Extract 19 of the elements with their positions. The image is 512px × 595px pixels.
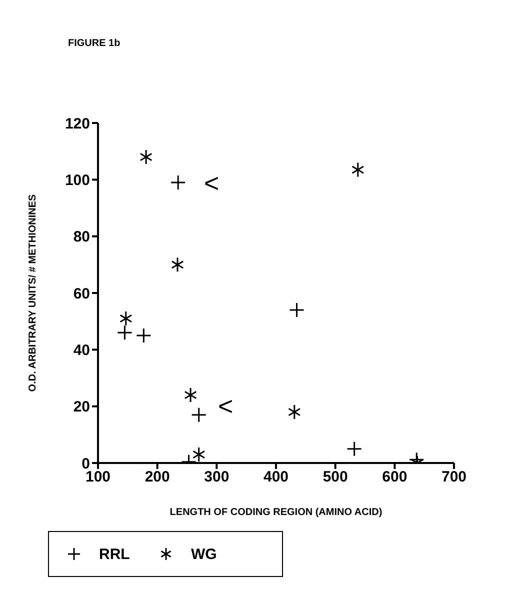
x-tick-label: 600: [382, 468, 408, 486]
x-axis-title: LENGTH OF CODING REGION (AMINO ACID): [170, 507, 382, 518]
annotation: <: [218, 391, 234, 421]
y-tick-label: 20: [73, 398, 90, 416]
y-tick-label: 60: [73, 285, 90, 302]
y-tick-label: 120: [64, 115, 90, 132]
x-tick-label: 500: [322, 468, 348, 486]
x-tick-label: 200: [144, 468, 170, 486]
x-tick-label: 400: [263, 468, 289, 486]
x-tick-label: 700: [441, 468, 467, 486]
annotation: <: [204, 168, 220, 198]
y-axis-title: O.D. ARBITRARY UNITS/ # METHIONINES: [28, 194, 39, 392]
y-tick-label: 80: [73, 228, 90, 246]
legend-label: RRL: [99, 546, 131, 562]
x-tick-label: 300: [204, 468, 230, 486]
y-tick-label: 40: [73, 342, 90, 359]
legend-label: WG: [191, 546, 218, 562]
y-tick-label: 100: [64, 172, 90, 189]
chart-title: FIGURE 1b: [68, 38, 120, 49]
